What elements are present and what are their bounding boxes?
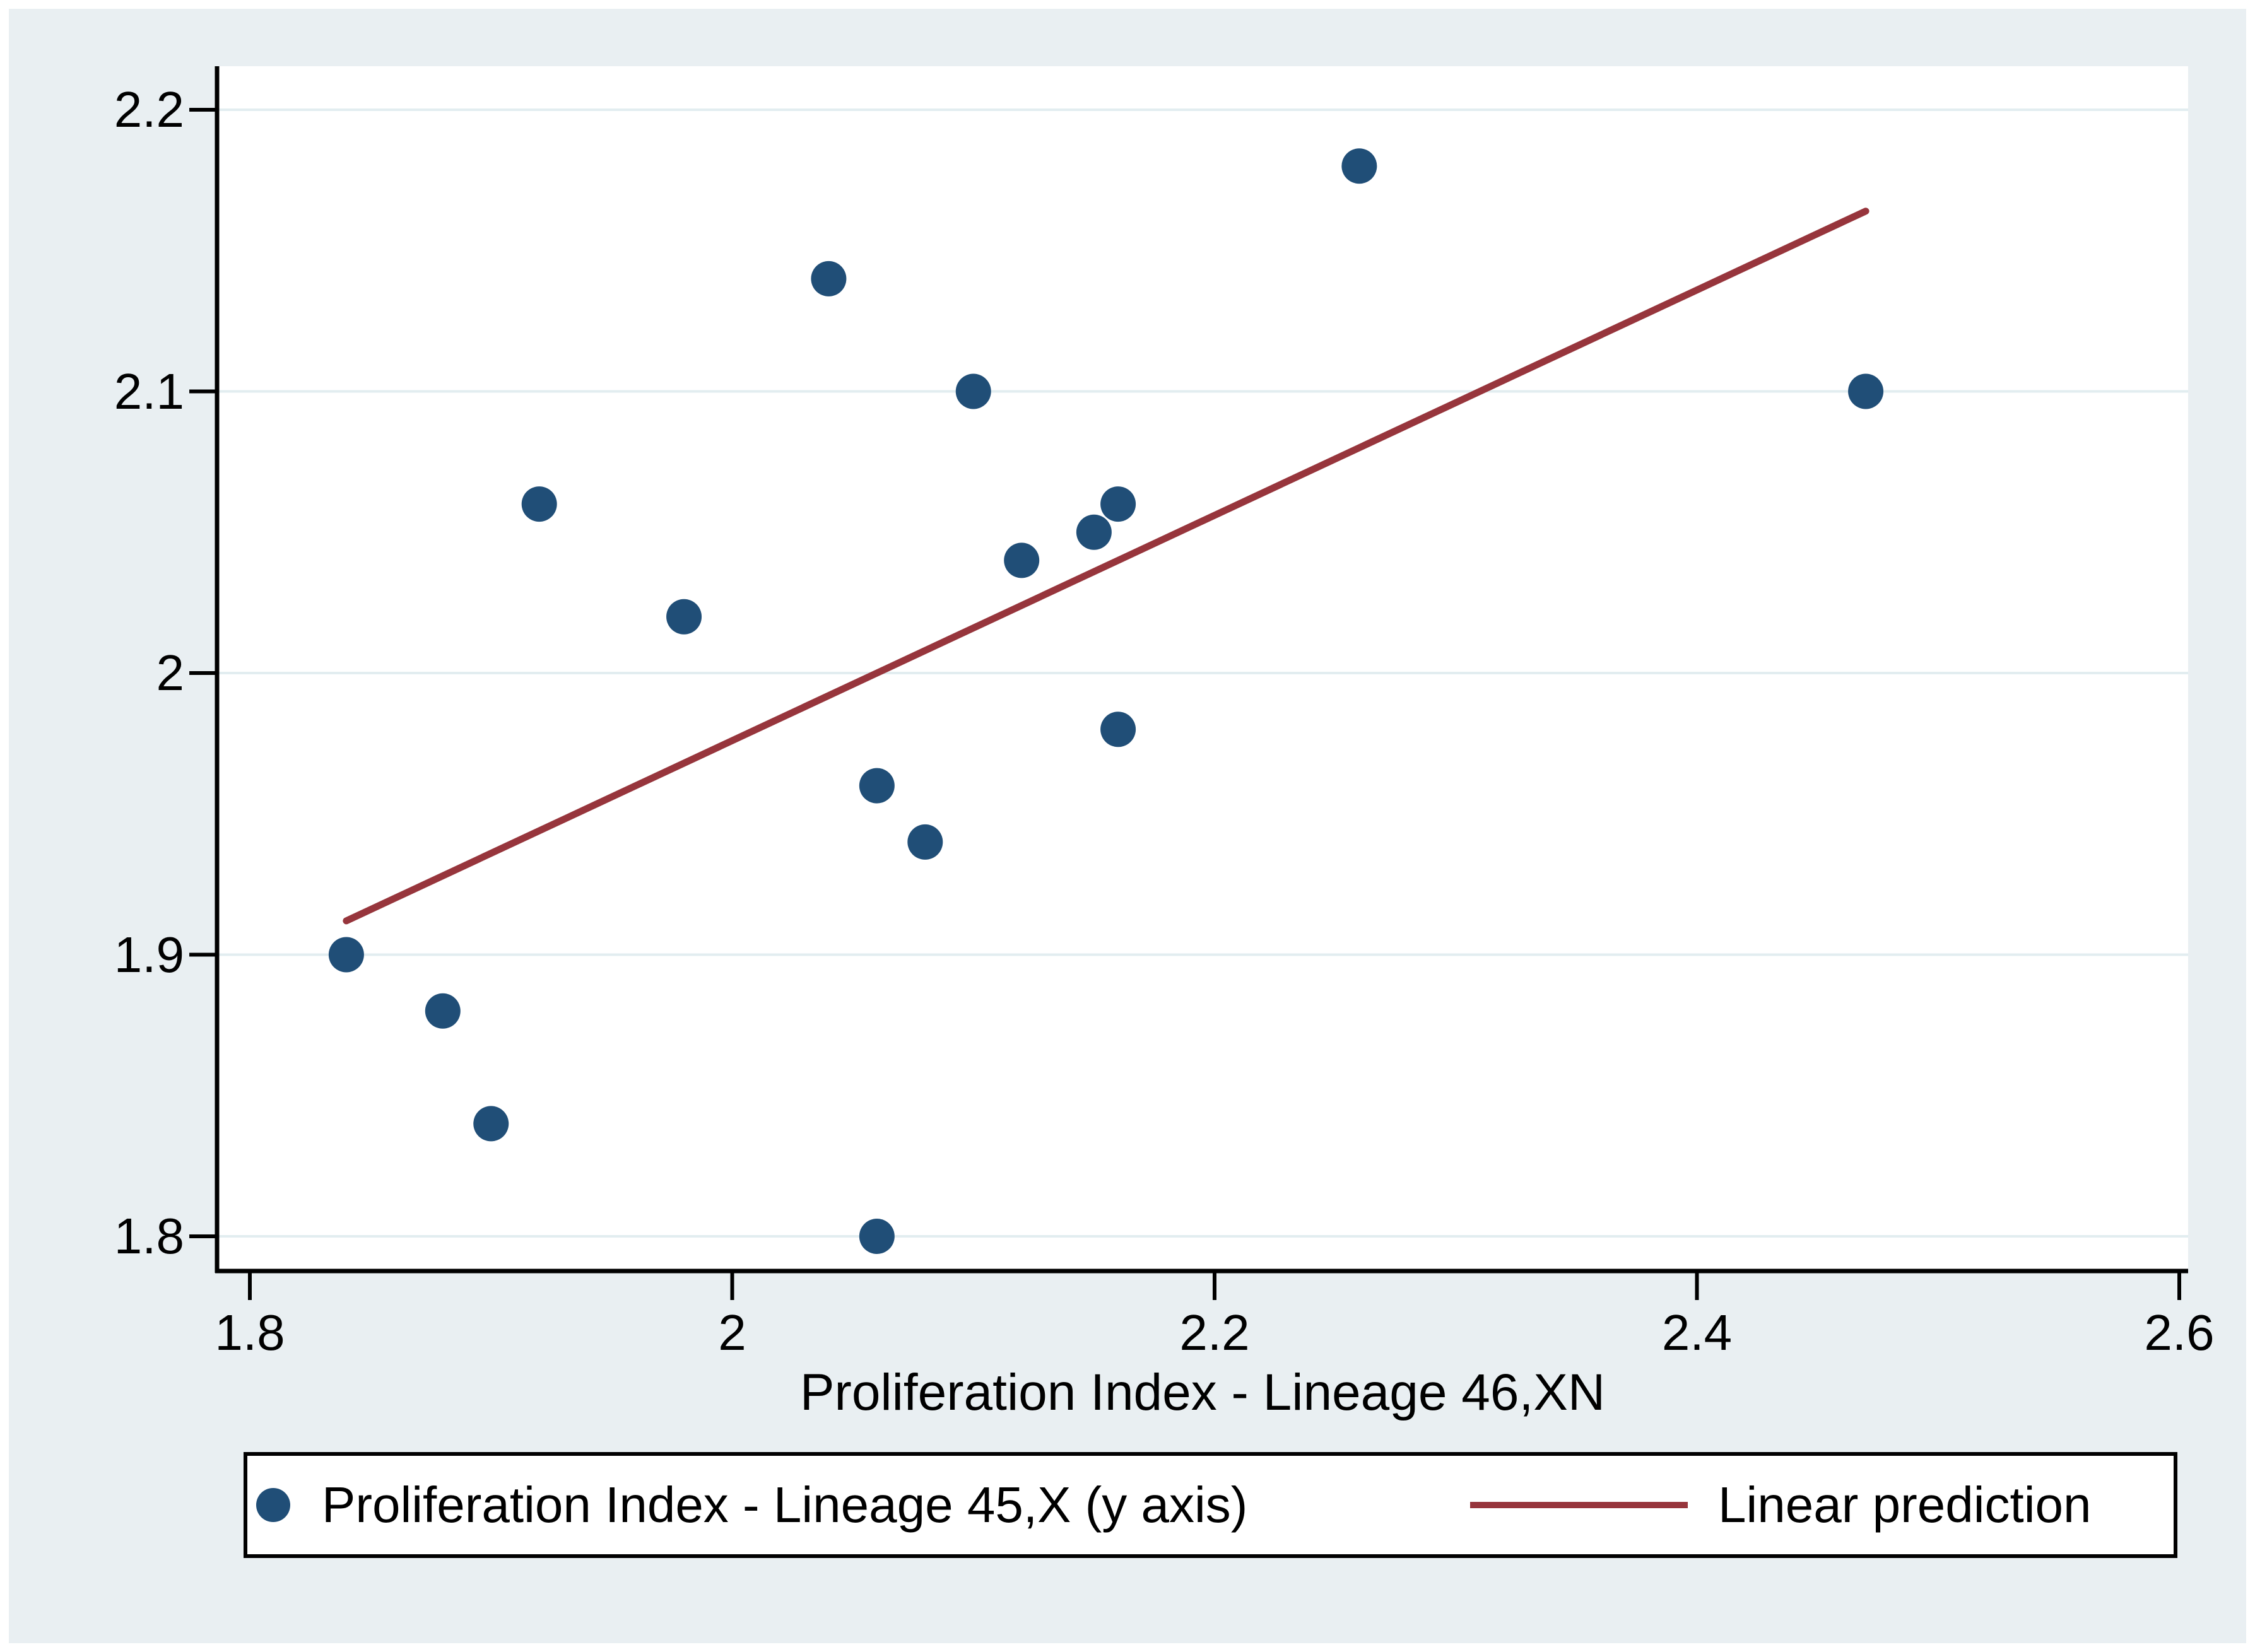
- scatter-legend-label: Proliferation Index - Lineage 45,X (y ax…: [322, 1477, 1248, 1533]
- scatter-point: [666, 599, 702, 635]
- scatter-point: [859, 768, 895, 804]
- scatter-point: [955, 373, 991, 409]
- y-tick-label: 1.9: [114, 926, 184, 983]
- scatter-point: [1076, 514, 1112, 550]
- y-tick-label: 2.2: [114, 81, 184, 138]
- line-legend-label: Linear prediction: [1718, 1477, 2092, 1533]
- scatter-point: [1341, 148, 1377, 184]
- scatter-point: [473, 1106, 509, 1142]
- y-tick-label: 2.1: [114, 363, 184, 419]
- scatter-point: [1848, 373, 1884, 409]
- scatter-legend-marker-icon: [256, 1488, 290, 1522]
- scatter-point: [859, 1219, 895, 1254]
- y-tick-label: 2: [156, 645, 185, 701]
- x-tick-label: 1.8: [215, 1304, 285, 1361]
- x-tick-label: 2.4: [1661, 1304, 1733, 1361]
- plot-area: [217, 66, 2188, 1271]
- scatter-point: [425, 993, 461, 1029]
- legend: Proliferation Index - Lineage 45,X (y ax…: [244, 1452, 2177, 1558]
- scatter-point: [328, 937, 364, 973]
- scatter-point: [521, 486, 557, 522]
- y-tick-label: 1.8: [114, 1208, 184, 1264]
- x-tick-label: 2.6: [2144, 1304, 2215, 1361]
- fit-line: [343, 208, 1869, 925]
- x-axis-title: Proliferation Index - Lineage 46,XN: [799, 1364, 1606, 1421]
- scatter-point: [1004, 542, 1040, 578]
- line-legend-swatch-icon: [1470, 1502, 1688, 1508]
- scatter-point: [907, 824, 943, 860]
- scatter-point: [811, 261, 847, 296]
- x-tick-label: 2.2: [1179, 1304, 1250, 1361]
- scatter-point: [1100, 486, 1136, 522]
- scatter-point: [1100, 712, 1136, 747]
- x-tick-label: 2: [718, 1304, 746, 1361]
